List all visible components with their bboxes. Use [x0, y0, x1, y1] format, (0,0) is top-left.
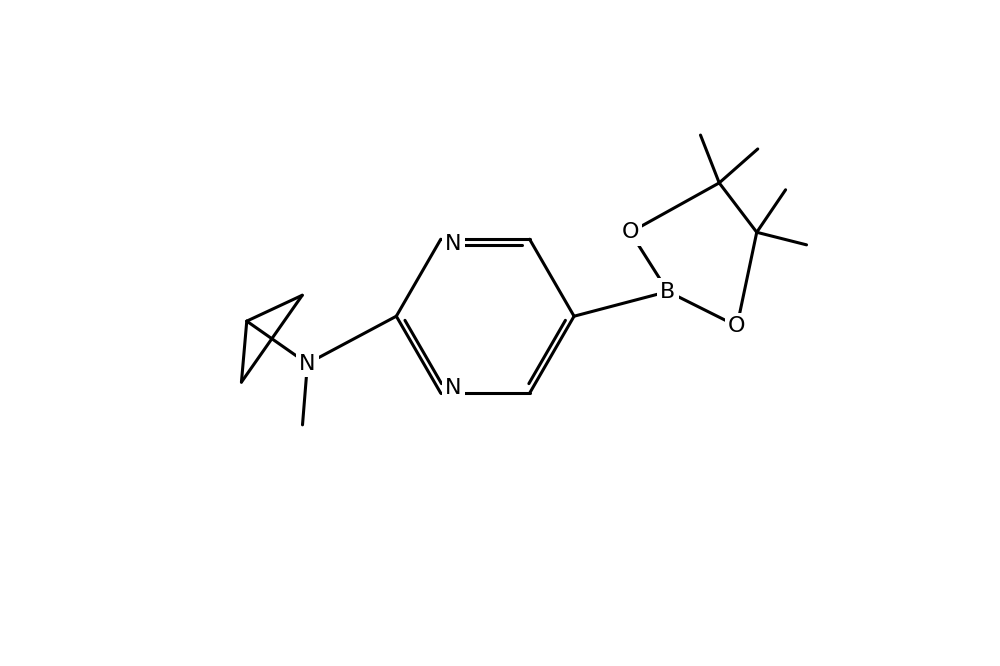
Text: B: B — [660, 282, 675, 302]
Text: O: O — [622, 222, 639, 242]
Text: O: O — [728, 316, 746, 336]
Text: N: N — [299, 354, 316, 374]
Text: N: N — [445, 378, 462, 398]
Text: N: N — [445, 234, 462, 254]
